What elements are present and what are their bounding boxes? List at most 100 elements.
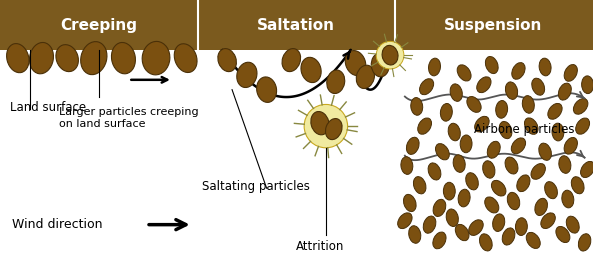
Bar [0,0,593,50]
Ellipse shape [345,51,366,76]
Ellipse shape [423,216,436,233]
Text: Land surface: Land surface [10,101,86,114]
Ellipse shape [413,177,426,194]
Ellipse shape [485,57,498,73]
Ellipse shape [174,44,197,72]
Ellipse shape [458,189,470,207]
Ellipse shape [446,209,458,227]
Ellipse shape [460,135,472,153]
Ellipse shape [535,198,547,216]
Ellipse shape [539,143,551,160]
Ellipse shape [574,99,588,114]
Ellipse shape [491,180,506,196]
Ellipse shape [467,97,481,112]
Text: Wind direction: Wind direction [12,218,103,231]
Ellipse shape [517,175,530,192]
Ellipse shape [545,182,557,199]
Ellipse shape [411,98,422,115]
Ellipse shape [453,155,465,172]
Ellipse shape [418,118,431,134]
Ellipse shape [325,119,342,140]
Ellipse shape [466,173,478,190]
Ellipse shape [499,121,512,139]
Ellipse shape [562,190,574,208]
Ellipse shape [564,137,577,154]
Ellipse shape [541,213,556,229]
Ellipse shape [505,157,518,174]
Ellipse shape [311,112,329,135]
Ellipse shape [282,49,301,72]
Ellipse shape [80,42,107,75]
Ellipse shape [531,164,545,179]
Ellipse shape [218,49,236,72]
Ellipse shape [552,123,564,141]
Ellipse shape [522,96,535,113]
Text: Creeping: Creeping [61,18,137,33]
Ellipse shape [496,101,508,118]
Text: Suspension: Suspension [445,18,543,33]
Ellipse shape [29,42,53,74]
Ellipse shape [559,156,571,173]
Ellipse shape [539,58,551,76]
Ellipse shape [526,232,540,249]
Ellipse shape [450,84,463,101]
Text: Larger particles creeping
on land surface: Larger particles creeping on land surfac… [59,108,199,129]
Ellipse shape [575,118,590,134]
Ellipse shape [475,116,489,132]
Ellipse shape [507,192,520,210]
Ellipse shape [457,65,471,81]
Text: Saltation: Saltation [257,18,335,33]
Ellipse shape [419,79,434,95]
Ellipse shape [428,58,440,76]
Ellipse shape [571,177,584,194]
Ellipse shape [406,137,419,154]
Ellipse shape [482,161,495,178]
Ellipse shape [512,63,525,79]
Ellipse shape [142,41,170,75]
Ellipse shape [479,234,492,251]
Text: Saltating particles: Saltating particles [202,180,310,193]
Ellipse shape [428,163,441,180]
Ellipse shape [469,220,483,236]
Ellipse shape [578,234,591,251]
Ellipse shape [433,199,446,217]
Ellipse shape [327,70,345,93]
Ellipse shape [433,232,446,249]
Ellipse shape [548,103,562,119]
Ellipse shape [511,138,526,154]
Ellipse shape [382,45,398,65]
Ellipse shape [404,194,416,211]
Ellipse shape [581,76,593,94]
Ellipse shape [436,144,449,160]
Ellipse shape [455,224,469,241]
Ellipse shape [477,77,491,93]
Ellipse shape [502,228,515,245]
Circle shape [304,104,347,148]
Ellipse shape [409,226,421,243]
Ellipse shape [257,77,277,102]
Ellipse shape [443,182,455,200]
Ellipse shape [401,157,413,174]
Circle shape [376,41,404,69]
Ellipse shape [505,82,518,99]
Ellipse shape [448,123,460,141]
Text: Attrition: Attrition [296,240,344,253]
Ellipse shape [487,141,500,158]
Ellipse shape [301,57,321,83]
Ellipse shape [493,214,505,231]
Ellipse shape [559,83,571,100]
Ellipse shape [112,42,136,74]
Ellipse shape [398,213,412,229]
Ellipse shape [524,118,538,134]
Ellipse shape [237,62,257,88]
Ellipse shape [566,216,579,233]
Text: Airbone particles: Airbone particles [474,123,575,136]
Ellipse shape [515,218,527,236]
Ellipse shape [556,227,570,243]
Ellipse shape [581,162,595,177]
Ellipse shape [371,53,389,77]
Ellipse shape [56,45,79,72]
Ellipse shape [356,65,374,89]
Ellipse shape [7,44,29,73]
Ellipse shape [440,103,452,121]
